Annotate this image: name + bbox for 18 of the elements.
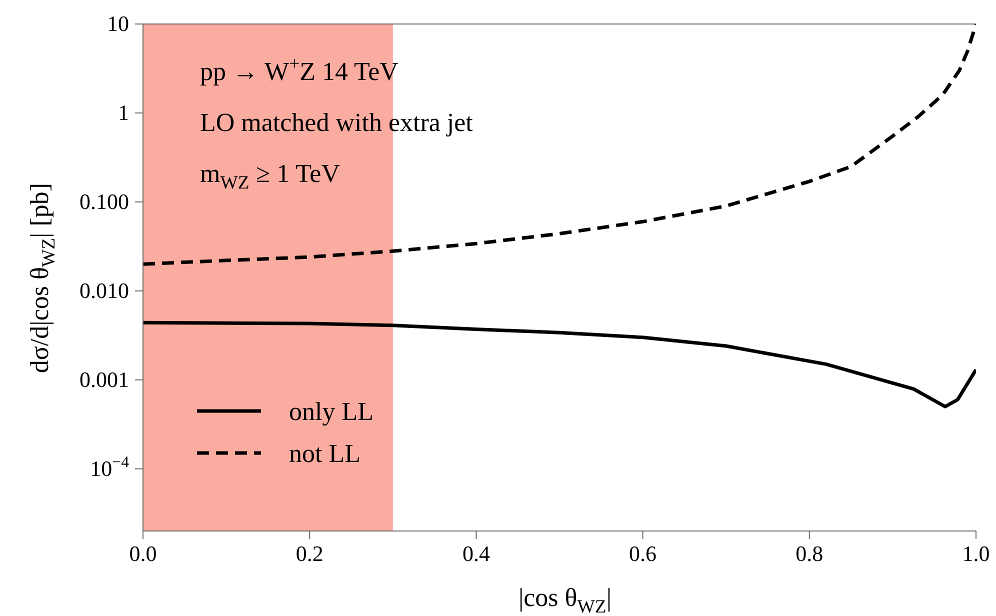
x-tick-label: 1.0 <box>962 541 990 566</box>
annotation: LO matched with extra jet <box>200 108 474 137</box>
y-tick-label: 10 <box>107 11 129 36</box>
y-tick-label: 0.010 <box>80 278 129 303</box>
y-tick-label: 0.100 <box>80 188 129 214</box>
x-tick-label: 0.8 <box>796 541 824 566</box>
x-tick-label: 0.0 <box>129 541 157 566</box>
annotation: pp → W$^{+}$Z 14 TeV <box>200 54 399 86</box>
y-tick-label: 10$^{−4}$ <box>90 454 130 481</box>
legend-label: only LL <box>289 397 374 426</box>
y-tick-label: 0.001 <box>80 366 129 392</box>
y-tick-label: 1 <box>118 100 129 125</box>
legend-label: not LL <box>289 439 360 468</box>
annotation: m$_{WZ}$ ≥ 1 TeV <box>200 159 340 194</box>
x-tick-label: 0.2 <box>296 541 324 566</box>
x-tick-label: 0.4 <box>462 541 490 566</box>
x-tick-label: 0.6 <box>629 541 657 566</box>
x-axis-title: |cos θ$_{WZ}$| <box>518 583 612 616</box>
